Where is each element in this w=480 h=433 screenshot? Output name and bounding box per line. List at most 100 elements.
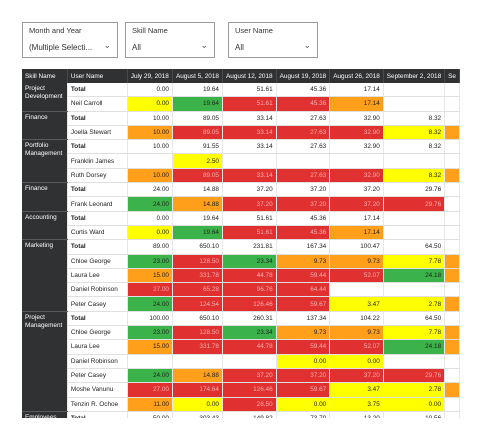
value-cell: 52.07 <box>329 339 384 355</box>
user-name-cell[interactable]: Tenzin R. Ochoe <box>67 397 128 412</box>
value-cell <box>444 411 460 418</box>
column-header[interactable]: August 12, 2018 <box>222 69 277 83</box>
user-name-cell[interactable]: Moshe Vanunu <box>67 382 128 398</box>
total-label[interactable]: Total <box>67 83 128 98</box>
value-cell: 89.05 <box>172 111 223 126</box>
value-cell: 23.00 <box>127 325 173 341</box>
value-cell <box>383 83 446 98</box>
total-label[interactable]: Total <box>67 211 128 226</box>
chevron-down-icon[interactable]: ⌄ <box>200 40 208 50</box>
skills-matrix[interactable]: Skill Name User Name July 29, 2018 Augus… <box>22 69 460 418</box>
value-cell: 27.63 <box>276 168 331 184</box>
value-cell: 8.32 <box>383 168 446 184</box>
column-header[interactable]: Se <box>444 69 460 83</box>
value-cell <box>444 211 460 226</box>
value-cell: 0.00 <box>127 211 173 226</box>
total-row: Employees ManagementTotal50.00303.43149.… <box>22 411 460 418</box>
user-name-cell[interactable]: Curtis Ward <box>67 225 128 241</box>
value-cell: 0.00 <box>172 397 223 412</box>
slicer-label: Skill Name <box>132 26 168 35</box>
table-row: Tenzin R. Ochoe 11.00 0.00 28.50 0.00 3.75 0.0… <box>22 397 460 412</box>
value-cell: 59.44 <box>276 339 331 355</box>
table-row: Franklin James 2.50 <box>22 153 460 169</box>
column-header[interactable]: August 5, 2018 <box>172 69 223 83</box>
value-cell <box>383 282 446 298</box>
user-name-cell[interactable]: Chloe George <box>67 325 128 341</box>
user-name-cell[interactable]: Daniel Robinson <box>67 354 128 369</box>
value-cell: 23.34 <box>222 254 277 269</box>
value-cell <box>383 211 446 226</box>
value-cell: 37.20 <box>329 368 384 384</box>
value-cell: 15.00 <box>127 339 173 355</box>
table-row: Neil Carroll 0.00 19.64 51.61 45.36 17.14 <box>22 96 460 112</box>
value-cell: 37.20 <box>222 368 277 384</box>
user-name-cell[interactable]: Joella Stewart <box>67 125 128 141</box>
chevron-down-icon[interactable]: ⌄ <box>303 40 311 50</box>
user-name-cell[interactable]: Franklin James <box>67 153 128 169</box>
total-label[interactable]: Total <box>67 111 128 126</box>
value-cell <box>127 354 173 369</box>
header-row: Skill Name User Name July 29, 2018 Augus… <box>22 69 460 83</box>
month-year-slicer[interactable]: Month and Year (Multiple Selecti... ⌄ <box>22 22 118 58</box>
chevron-down-icon[interactable]: ⌄ <box>103 40 111 50</box>
value-cell <box>444 397 460 412</box>
value-cell: 137.34 <box>276 311 331 327</box>
column-header[interactable]: September 2, 2018 <box>383 69 446 83</box>
value-cell: 24.00 <box>127 296 173 312</box>
value-cell <box>444 153 460 169</box>
column-header[interactable]: August 19, 2018 <box>276 69 331 83</box>
user-name-slicer[interactable]: User Name All ⌄ <box>228 22 318 58</box>
skill-name-slicer[interactable]: Skill Name All ⌄ <box>125 22 215 58</box>
column-header[interactable]: July 29, 2018 <box>127 69 173 83</box>
total-label[interactable]: Total <box>67 139 128 155</box>
value-cell: 32.90 <box>329 168 384 184</box>
value-cell: 32.90 <box>329 111 384 126</box>
slicer-value: All <box>235 43 244 52</box>
skill-name-cell[interactable]: Marketing <box>22 239 68 312</box>
skill-name-cell[interactable]: Employees Management <box>22 411 68 418</box>
user-name-cell[interactable]: Ruth Dorsey <box>67 168 128 184</box>
user-name-cell[interactable]: Laura Lee <box>67 339 128 355</box>
user-name-cell[interactable]: Peter Casey <box>67 296 128 312</box>
column-header[interactable]: August 26, 2018 <box>329 69 384 83</box>
table-row: Moshe Vanunu 27.00 174.64 126.46 59.67 3.47 2.… <box>22 382 460 398</box>
skill-name-cell[interactable]: Project Management <box>22 311 68 412</box>
value-cell <box>444 96 460 112</box>
user-name-cell[interactable]: Chloe George <box>67 254 128 269</box>
user-name-cell[interactable]: Neil Carroll <box>67 96 128 112</box>
skill-name-cell[interactable]: Finance <box>22 182 68 212</box>
value-cell <box>444 282 460 298</box>
skill-name-cell[interactable]: Finance <box>22 111 68 141</box>
user-name-cell[interactable]: Frank Leonard <box>67 196 128 212</box>
value-cell: 32.90 <box>329 139 384 155</box>
value-cell: 0.00 <box>127 83 173 98</box>
total-label[interactable]: Total <box>67 311 128 327</box>
value-cell <box>444 296 460 312</box>
value-cell <box>444 382 460 398</box>
value-cell: 19.64 <box>172 225 223 241</box>
value-cell: 7.78 <box>383 254 446 269</box>
value-cell: 44.78 <box>222 339 277 355</box>
user-name-cell[interactable]: Peter Casey <box>67 368 128 384</box>
skill-name-cell[interactable]: Portfolio Management <box>22 139 68 184</box>
value-cell: 64.50 <box>383 239 446 255</box>
value-cell: 23.34 <box>222 325 277 341</box>
column-header[interactable]: Skill Name <box>22 69 68 83</box>
skill-name-cell[interactable]: Project Development <box>22 83 68 112</box>
user-name-cell[interactable]: Daniel Robinson <box>67 282 128 298</box>
value-cell: 37.20 <box>276 368 331 384</box>
value-cell: 24.00 <box>127 368 173 384</box>
total-label[interactable]: Total <box>67 411 128 418</box>
total-label[interactable]: Total <box>67 239 128 255</box>
user-name-cell[interactable]: Laura Lee <box>67 268 128 284</box>
value-cell: 29.76 <box>383 182 446 198</box>
value-cell: 15.00 <box>127 268 173 284</box>
value-cell: 0.00 <box>276 354 331 369</box>
value-cell: 29.76 <box>383 196 446 212</box>
total-label[interactable]: Total <box>67 182 128 198</box>
column-header[interactable]: User Name <box>67 69 128 83</box>
table-row: Joella Stewart 10.00 89.05 33.14 27.63 32.90 8… <box>22 125 460 141</box>
skill-name-cell[interactable]: Accounting <box>22 211 68 241</box>
value-cell: 14.88 <box>172 368 223 384</box>
value-cell: 126.46 <box>222 296 277 312</box>
